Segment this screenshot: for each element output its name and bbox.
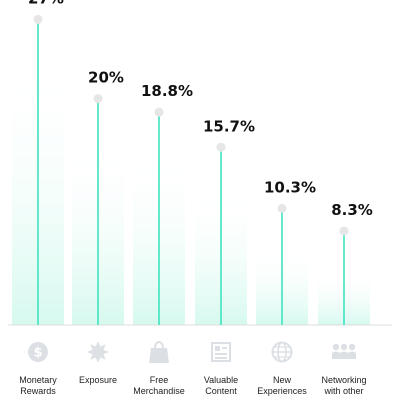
- category-label-1-line-0: Exposure: [79, 375, 117, 385]
- globe-icon: [271, 341, 293, 363]
- data-point-2: [154, 107, 164, 117]
- category-label-0-line-1: Rewards: [20, 386, 56, 396]
- star-burst-icon: [87, 341, 109, 363]
- category-label-4-line-0: New: [273, 375, 292, 385]
- data-point-4: [277, 203, 287, 213]
- data-label-4: 10.3%: [264, 178, 316, 196]
- data-point-0: [33, 14, 43, 24]
- dollar-coin-icon: $: [28, 342, 48, 362]
- category-label-5-line-0: Networking: [321, 375, 366, 385]
- people-network-icon: [332, 343, 356, 359]
- data-label-5: 8.3%: [331, 201, 373, 219]
- data-label-3: 15.7%: [203, 117, 255, 135]
- category-label-4-line-1: Experiences: [257, 386, 307, 396]
- svg-text:$: $: [33, 346, 42, 361]
- data-label-0: 27%: [28, 0, 64, 7]
- data-point-1: [93, 94, 103, 104]
- shopping-bag-icon: [149, 341, 169, 363]
- category-label-2-line-0: Free: [150, 375, 169, 385]
- category-label-5-line-1: with other: [323, 386, 363, 396]
- content-grid-icon: [211, 342, 231, 362]
- data-point-5: [339, 226, 349, 236]
- category-label-0-line-0: Monetary: [19, 375, 57, 385]
- category-label-3-line-1: Content: [205, 386, 237, 396]
- data-point-3: [216, 142, 226, 152]
- data-label-1: 20%: [88, 69, 124, 87]
- data-label-2: 18.8%: [141, 82, 193, 100]
- category-label-3-line-0: Valuable: [204, 375, 238, 385]
- category-label-2-line-1: Merchandise: [133, 386, 185, 396]
